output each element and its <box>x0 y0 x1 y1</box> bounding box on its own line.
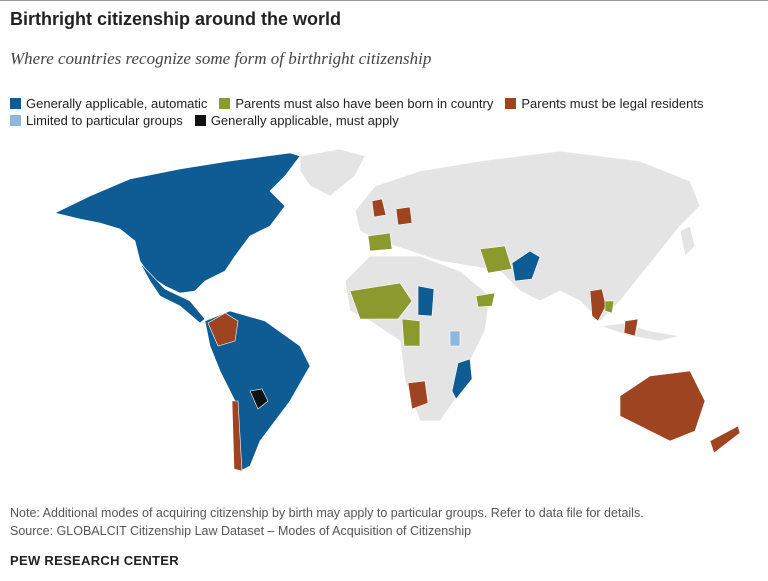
japan <box>679 225 696 257</box>
legend-label: Parents must also have been born in coun… <box>235 96 494 111</box>
north-america <box>54 152 301 294</box>
legend-item: Generally applicable, must apply <box>194 112 399 129</box>
note: Note: Additional modes of acquiring citi… <box>10 506 644 520</box>
legend-label: Limited to particular groups <box>26 113 183 128</box>
congo <box>401 318 421 347</box>
legend-item: Parents must also have been born in coun… <box>219 95 493 112</box>
legend-swatch <box>219 98 231 109</box>
legend-swatch <box>10 98 21 109</box>
uk <box>371 198 387 218</box>
yemen <box>475 292 496 308</box>
legend-swatch <box>505 98 517 109</box>
namibia <box>407 380 429 410</box>
legend-swatch <box>194 115 206 126</box>
title: Birthright citizenship around the world <box>10 9 341 29</box>
base-land <box>299 148 701 422</box>
country-shading <box>54 152 741 472</box>
pakistan <box>511 250 541 282</box>
new-zealand <box>709 425 741 454</box>
greenland <box>299 148 366 197</box>
legend-item: Limited to particular groups <box>10 112 183 129</box>
central-africa <box>417 285 435 317</box>
philippines <box>623 318 639 337</box>
paraguay <box>249 388 269 410</box>
spain <box>367 232 393 252</box>
brand: PEW RESEARCH CENTER <box>10 553 179 568</box>
legend-item: Generally applicable, automatic <box>10 95 207 112</box>
chile <box>231 400 243 472</box>
indonesia <box>599 322 681 342</box>
colombia <box>207 312 239 347</box>
legend-item: Parents must be legal residents <box>505 95 703 112</box>
legend-label: Generally applicable, must apply <box>210 113 399 128</box>
world-map <box>54 148 741 472</box>
subtitle: Where countries recognize some form of b… <box>10 49 432 68</box>
australia <box>619 370 706 442</box>
legend: Generally applicable, automatic Parents m… <box>10 95 750 129</box>
mozambique <box>451 358 473 400</box>
tanzania <box>449 330 461 347</box>
legend-swatch <box>10 115 21 126</box>
legend-label: Generally applicable, automatic <box>26 96 208 111</box>
central-america <box>139 262 206 324</box>
source: Source: GLOBALCIT Citizenship Law Datase… <box>10 524 472 538</box>
germany <box>395 206 413 226</box>
iran <box>479 245 513 274</box>
legend-label: Parents must be legal residents <box>521 96 704 111</box>
west-africa <box>349 282 413 320</box>
thailand <box>589 288 607 322</box>
cambodia <box>604 300 615 314</box>
